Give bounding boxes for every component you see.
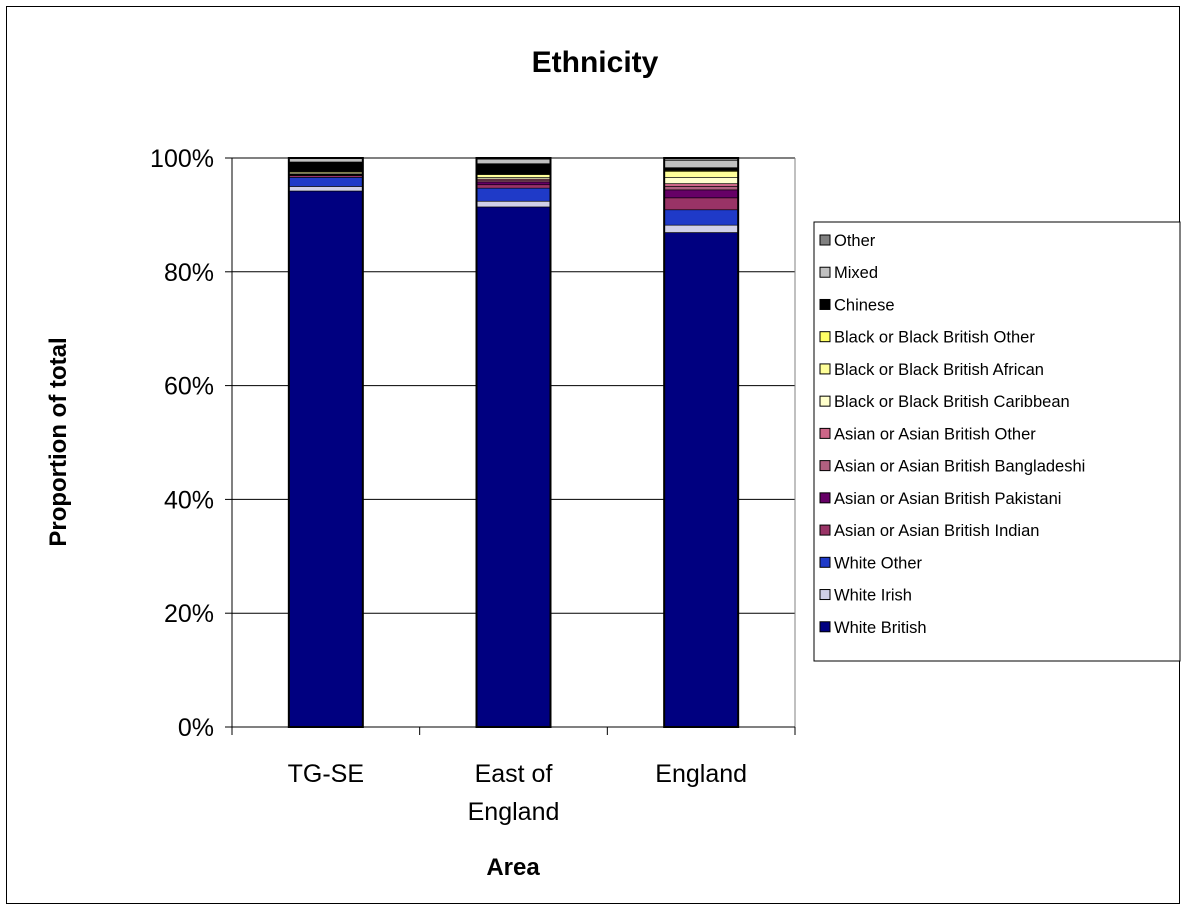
legend-swatch-white-irish [819,589,831,601]
legend-label-mixed: Mixed [834,264,878,282]
legend-label-asian-or-asian-british-other: Asian or Asian British Other [834,425,1036,443]
bar-segment-asian-or-asian-british-bangladeshi [663,186,739,191]
bar-segment-chinese [288,161,364,172]
bar-segment-white-irish [288,186,364,192]
legend-label-white-irish: White Irish [834,587,912,605]
x-tick-label: England [655,760,747,788]
bar-segment-asian-or-asian-british-indian [663,197,739,211]
legend-swatch-asian-or-asian-british-indian [819,524,831,536]
bar-segment-white-british [288,190,364,728]
bar-segment-asian-or-asian-british-indian [476,184,551,189]
legend-swatch-asian-or-asian-british-bangladeshi [819,460,831,472]
y-tick-label: 40% [164,486,214,514]
bar-segment-white-other [663,209,739,226]
x-axis-label: Area [486,854,540,881]
y-tick-label: 0% [178,714,214,742]
bar-segment-asian-or-asian-british-other [663,183,739,187]
bar-segment-white-irish [476,200,551,208]
y-tick-label: 20% [164,600,214,628]
x-tick-label: East of [475,760,553,788]
legend-label-asian-or-asian-british-indian: Asian or Asian British Indian [834,522,1039,540]
bar-segment-asian-or-asian-british-pakistani [663,189,739,199]
bar-segment-white-other [476,187,551,202]
legend-label-white-british: White British [834,619,927,637]
legend-label-black-or-black-british-african: Black or Black British African [834,361,1044,379]
bar-segment-white-british [663,232,739,728]
legend-swatch-black-or-black-british-other [819,331,831,343]
legend-label-black-or-black-british-other: Black or Black British Other [834,329,1035,347]
legend-label-asian-or-asian-british-bangladeshi: Asian or Asian British Bangladeshi [834,458,1085,476]
legend-box [813,221,1181,662]
bar-segment-black-or-black-british-african [476,174,551,178]
bar-segment-white-irish [663,224,739,233]
legend-swatch-black-or-black-british-caribbean [819,395,831,407]
bar-segment-white-british [476,206,551,728]
bar-segment-black-or-black-british-african [663,171,739,178]
legend-swatch-white-other [819,556,831,568]
legend-swatch-asian-or-asian-british-other [819,427,831,439]
y-tick-label: 100% [150,145,214,173]
legend-swatch-asian-or-asian-british-pakistani [819,492,831,504]
legend-label-other: Other [834,232,876,250]
bar-segment-white-other [288,177,364,187]
legend-swatch-white-british [819,621,831,633]
bar-segment-asian-or-asian-british-pakistani [476,181,551,186]
x-tick-label: TG-SE [288,760,364,788]
bar-segment-chinese [663,167,739,171]
x-tick-label: England [468,798,560,826]
legend-swatch-chinese [819,298,831,310]
bar-segment-mixed [663,159,739,168]
bar-segment-black-or-black-british-caribbean [663,177,739,184]
y-tick-label: 80% [164,259,214,287]
legend-label-white-other: White Other [834,554,923,572]
legend-swatch-mixed [819,266,831,278]
bar-segment-chinese [476,163,551,175]
legend-label-chinese: Chinese [834,296,895,314]
legend-label-black-or-black-british-caribbean: Black or Black British Caribbean [834,393,1070,411]
y-axis-label: Proportion of total [45,337,72,546]
chart-title: Ethnicity [532,46,659,79]
bar-segment-mixed [288,158,364,163]
legend-label-asian-or-asian-british-pakistani: Asian or Asian British Pakistani [834,490,1061,508]
y-tick-label: 60% [164,373,214,401]
legend-swatch-black-or-black-british-african [819,363,831,375]
legend-swatch-other [819,234,831,246]
bar-segment-mixed [476,158,551,164]
